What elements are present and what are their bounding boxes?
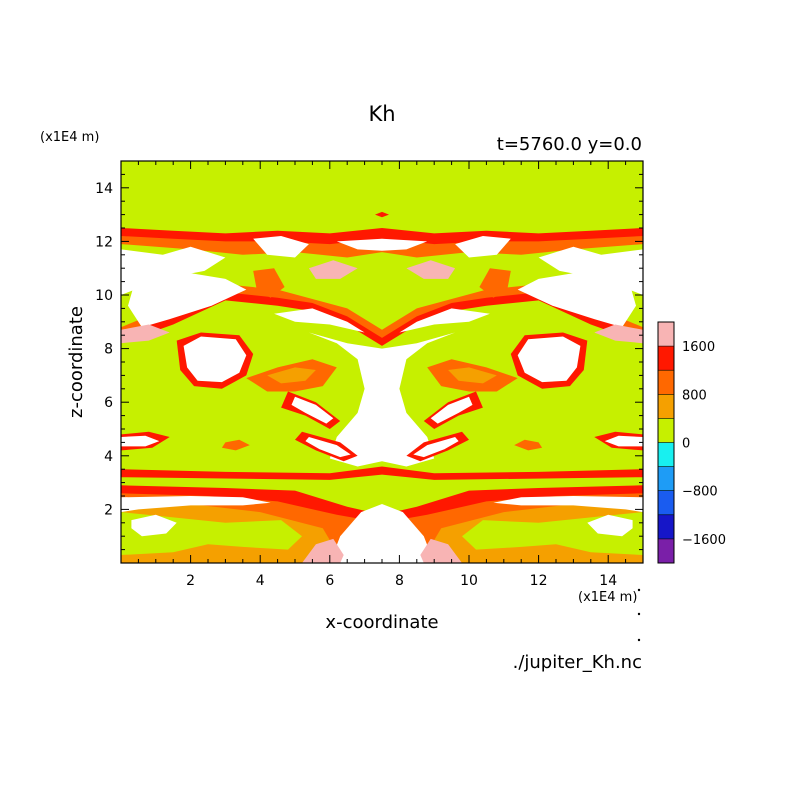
field-band-orange: [253, 268, 285, 298]
field-band-orange: [514, 439, 543, 451]
field-white-region: [517, 336, 581, 383]
field-white-region: [455, 236, 511, 258]
field-white-region: [329, 504, 435, 563]
colorbar-tick-label: −1600: [682, 533, 726, 548]
field-band-pink: [302, 538, 344, 563]
field-white-region: [604, 435, 643, 447]
colorbar-swatch: [658, 346, 674, 371]
colorbar-swatch: [658, 442, 674, 467]
x-tick-label: 4: [256, 573, 265, 589]
colorbar-tick-label: 0: [682, 437, 690, 452]
x-axis-ticks: 2 4 6 8 10 12 14: [137, 161, 627, 589]
x-tick-label: 2: [186, 573, 195, 589]
field-band-pink: [594, 324, 643, 344]
field-band-pink: [308, 260, 358, 279]
field-white-region: [587, 514, 633, 537]
field-band-orange: [221, 439, 250, 451]
x-tick-label: 14: [599, 573, 617, 589]
field-white-region: [305, 437, 351, 458]
contour-field: [121, 211, 643, 563]
colorbar-swatch: [658, 490, 674, 515]
x-tick-label: 12: [530, 573, 548, 589]
field-white-region: [274, 308, 365, 333]
colorbar-swatch: [658, 418, 674, 443]
chart-subtitle: t=5760.0 y=0.0: [497, 134, 642, 155]
field-band-amber: [267, 367, 316, 384]
field-band-red: [121, 466, 643, 480]
y-tick-label: 14: [95, 181, 113, 197]
field-white-region: [413, 437, 459, 458]
colorbar-swatch: [658, 322, 674, 347]
colorbar: −1600 −800 0 800 1600: [657, 321, 726, 564]
x-axis-label: x-coordinate: [325, 612, 438, 633]
field-white-region: [253, 236, 309, 258]
y-tick-label: 10: [95, 288, 113, 304]
field-white-region: [291, 396, 334, 424]
x-tick-label: 10: [460, 573, 478, 589]
field-white-region: [430, 396, 473, 424]
colorbar-tick-label: 1600: [682, 340, 715, 355]
field-white-region: [128, 270, 247, 328]
field-band-orange: [479, 268, 511, 298]
field-band-pink: [121, 324, 170, 344]
colorbar-swatch: [658, 394, 674, 419]
field-band-amber: [448, 367, 497, 384]
colorbar-swatch: [658, 514, 674, 539]
marker-dot: [637, 638, 641, 642]
field-band-pink: [420, 538, 462, 563]
marker-dot: [637, 612, 641, 616]
field-white-region: [517, 270, 636, 328]
y-tick-label: 6: [104, 395, 113, 411]
y-tick-label: 4: [104, 449, 113, 465]
field-white-region: [336, 238, 428, 251]
y-axis-label: z-coordinate: [66, 306, 87, 418]
field-white-region: [493, 496, 643, 513]
y-tick-label: 8: [104, 342, 113, 358]
colorbar-swatch: [658, 538, 674, 563]
field-white-region: [183, 336, 247, 383]
field-white-region: [121, 496, 271, 513]
colorbar-swatch: [658, 466, 674, 491]
chart-title: Kh: [368, 102, 395, 126]
marker-dot: [637, 588, 641, 592]
field-band-base: [121, 244, 643, 330]
y-axis-ticks: 2 4 6 8 10 12 14: [95, 173, 643, 551]
colorbar-swatch: [658, 370, 674, 395]
field-band-red: [375, 211, 389, 218]
field-white-region: [131, 514, 177, 537]
file-label: ./jupiter_Kh.nc: [513, 652, 642, 673]
colorbar-tick-label: 800: [682, 388, 707, 403]
field-band-pink: [406, 260, 456, 279]
y-unit-label: (x1E4 m): [40, 130, 99, 145]
x-tick-label: 8: [395, 573, 404, 589]
field-white-region: [399, 308, 490, 333]
field-white-region: [308, 332, 456, 467]
x-tick-label: 6: [325, 573, 334, 589]
x-unit-label: (x1E4 m): [578, 590, 637, 605]
y-tick-label: 12: [95, 234, 113, 250]
plot-area: [121, 161, 643, 563]
y-tick-label: 2: [104, 502, 113, 518]
field-white-region: [121, 435, 160, 447]
colorbar-tick-label: −800: [682, 485, 718, 500]
